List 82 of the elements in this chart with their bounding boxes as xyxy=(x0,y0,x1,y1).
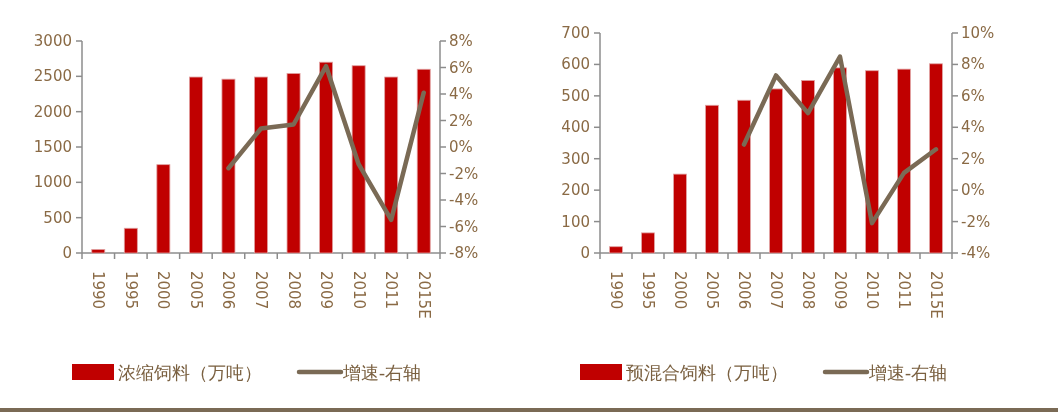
x-tick-label: 1990 xyxy=(89,271,108,310)
y2-tick-label: 4% xyxy=(449,85,473,103)
bar xyxy=(641,232,655,254)
bar xyxy=(189,76,203,254)
bar xyxy=(156,164,171,254)
bar xyxy=(254,76,268,254)
y-tick-label: 500 xyxy=(561,86,590,105)
x-tick-label: 2011 xyxy=(382,271,401,310)
bar xyxy=(737,99,751,254)
x-tick-label: 2006 xyxy=(735,271,753,310)
y2-tick-label: 6% xyxy=(449,58,473,77)
bar xyxy=(769,88,783,254)
legend-label: 预混合饲料（万吨） xyxy=(626,363,788,383)
bar xyxy=(416,68,431,254)
x-tick-label: 2000 xyxy=(671,271,689,310)
x-tick-label: 2008 xyxy=(284,271,303,310)
bar xyxy=(705,104,719,254)
x-tick-label: 2015E xyxy=(927,271,945,319)
y-tick-label: 1000 xyxy=(33,173,72,192)
x-tick-label: 2007 xyxy=(252,271,270,310)
y2-tick-label: -8% xyxy=(449,244,479,262)
bar xyxy=(673,173,687,254)
y2-tick-label: 2% xyxy=(449,111,473,130)
y2-tick-label: 2% xyxy=(961,149,985,168)
y2-tick-label: -4% xyxy=(449,191,479,209)
x-tick-label: 2006 xyxy=(219,271,238,310)
legend-label: 增速-右轴 xyxy=(868,363,947,383)
bar xyxy=(286,73,301,254)
x-tick-label: 2000 xyxy=(154,271,173,310)
y-tick-label: 200 xyxy=(561,181,590,200)
bar xyxy=(351,65,366,254)
y2-tick-label: 4% xyxy=(961,118,985,137)
bar xyxy=(221,78,236,254)
x-tick-label: 1990 xyxy=(607,271,625,310)
bar xyxy=(384,76,399,254)
y2-tick-label: 6% xyxy=(961,86,985,105)
y2-tick-label: 8% xyxy=(449,32,473,50)
bar xyxy=(319,61,333,254)
y2-tick-label: -6% xyxy=(449,217,479,236)
x-tick-label: 2005 xyxy=(186,271,205,310)
y2-tick-label: -2% xyxy=(449,164,479,183)
y-tick-label: 300 xyxy=(561,149,590,168)
x-tick-label: 2009 xyxy=(317,271,336,310)
x-tick-label: 2005 xyxy=(703,271,721,310)
y2-tick-label: -2% xyxy=(961,212,991,231)
x-tick-label: 2011 xyxy=(895,271,913,310)
bar xyxy=(609,246,623,254)
legend-label: 增速-右轴 xyxy=(342,363,421,383)
y-tick-label: 600 xyxy=(561,55,590,74)
x-tick-label: 2015E xyxy=(414,271,433,319)
y-tick-label: 0 xyxy=(580,244,590,262)
y2-tick-label: 0% xyxy=(961,181,985,200)
bar xyxy=(801,80,815,254)
x-tick-label: 2010 xyxy=(863,271,881,310)
y-tick-label: 2500 xyxy=(33,67,72,86)
y-tick-label: 1500 xyxy=(33,138,72,156)
x-tick-label: 2008 xyxy=(799,271,817,310)
x-tick-label: 2010 xyxy=(349,271,368,310)
y2-tick-label: -4% xyxy=(961,244,991,262)
x-tick-label: 2009 xyxy=(831,271,849,310)
bar xyxy=(929,63,943,254)
bar xyxy=(865,70,879,254)
line-series xyxy=(741,54,939,226)
y-tick-label: 500 xyxy=(43,208,72,227)
x-tick-label: 2007 xyxy=(767,271,785,310)
y-tick-label: 100 xyxy=(561,212,590,231)
y2-tick-label: 10% xyxy=(961,24,995,42)
x-tick-label: 1995 xyxy=(121,271,140,310)
bar xyxy=(897,68,911,254)
bar xyxy=(123,227,138,254)
legend-label: 浓缩饲料（万吨） xyxy=(118,363,262,383)
y2-tick-label: 8% xyxy=(961,55,985,74)
bar xyxy=(833,67,847,254)
y-tick-label: 700 xyxy=(561,24,590,42)
bar xyxy=(91,249,106,254)
x-tick-label: 1995 xyxy=(639,271,657,310)
line-series xyxy=(226,63,426,223)
y2-tick-label: 0% xyxy=(449,138,473,156)
y-tick-label: 400 xyxy=(561,118,590,137)
y-tick-label: 3000 xyxy=(33,32,72,50)
y-tick-label: 0 xyxy=(62,244,72,262)
y-tick-label: 2000 xyxy=(33,102,72,121)
